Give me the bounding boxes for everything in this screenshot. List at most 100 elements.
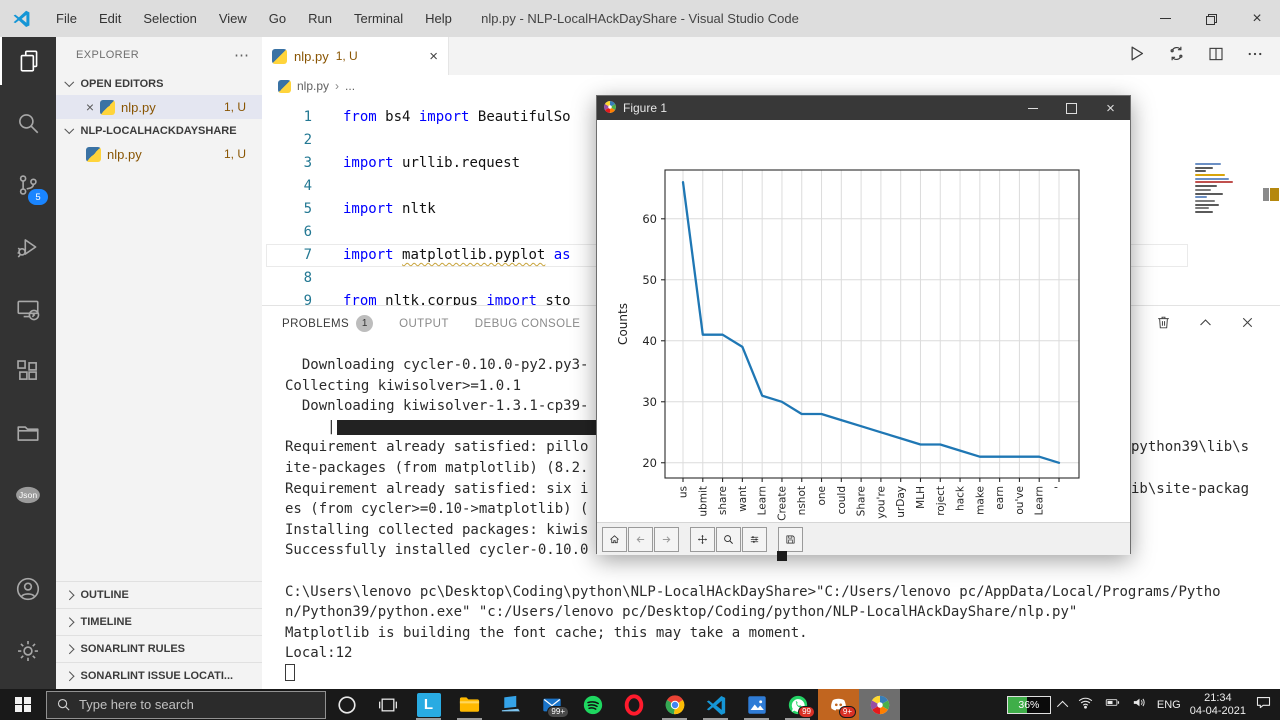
section-sonarlint-rules[interactable]: SONARLINT RULES	[56, 635, 262, 662]
panel-tab-problems[interactable]: PROBLEMS 1	[282, 315, 374, 332]
close-panel-icon[interactable]	[1239, 314, 1256, 334]
battery-widget[interactable]: 36%	[1006, 695, 1051, 714]
minimap-line	[1195, 185, 1217, 188]
taskbar-opera-icon[interactable]	[613, 689, 654, 720]
configure-subplots-button[interactable]	[742, 526, 767, 552]
terminal-row	[285, 561, 1280, 582]
menu-run[interactable]: Run	[308, 11, 332, 26]
tab-nlp-py[interactable]: nlp.py 1, U ×	[262, 37, 449, 75]
pan-icon	[697, 534, 708, 544]
pan-button[interactable]	[690, 526, 715, 552]
running-indicator	[744, 718, 769, 720]
figure-maximize-button[interactable]	[1052, 96, 1091, 120]
figure-minimize-button[interactable]	[1013, 96, 1052, 120]
taskbar-vscode-icon[interactable]	[695, 689, 736, 720]
menu-selection[interactable]: Selection	[143, 11, 197, 26]
section-outline[interactable]: OUTLINE	[56, 581, 262, 608]
home-button[interactable]	[602, 526, 627, 552]
tab-close-icon[interactable]: ×	[429, 47, 438, 65]
close-button[interactable]: ×	[1252, 9, 1262, 27]
zoom-to-rect-button[interactable]	[716, 526, 741, 552]
matplotlib-figure-window[interactable]: Figure 1 × 20 30 40 50 60 us ubmit share want Lea…	[596, 95, 1131, 561]
volume-icon[interactable]	[1131, 694, 1148, 716]
open-editor-item[interactable]: × nlp.py 1, U	[56, 95, 262, 119]
taskbar-task-view-icon[interactable]	[367, 689, 408, 720]
breadcrumb[interactable]: nlp.py › ...	[262, 75, 1280, 97]
maximize-panel-icon[interactable]	[1197, 314, 1214, 334]
search-icon	[57, 698, 70, 711]
trash-icon[interactable]	[1155, 314, 1172, 334]
activity-settings-icon[interactable]	[0, 627, 56, 675]
terminal-row: Installing collected packages: kiwis	[285, 521, 589, 538]
taskbar-laptop-app-icon[interactable]	[490, 689, 531, 720]
section-label: TIMELINE	[80, 616, 132, 628]
menu-bar: File Edit Selection View Go Run Terminal Help	[45, 0, 463, 37]
activity-json-icon[interactable]: Json	[0, 471, 56, 519]
taskbar-spotify-icon[interactable]	[572, 689, 613, 720]
activity-run-debug-icon[interactable]	[0, 223, 56, 271]
minimap[interactable]	[1195, 163, 1237, 215]
panel-tab-label: PROBLEMS	[282, 317, 350, 330]
menu-file[interactable]: File	[56, 11, 77, 26]
taskbar-cortana-icon[interactable]	[326, 689, 367, 720]
svg-text:Share: Share	[856, 486, 868, 516]
more-actions-icon[interactable]: ⋯	[234, 46, 250, 64]
split-editor-icon[interactable]	[1207, 45, 1225, 68]
menu-terminal[interactable]: Terminal	[354, 11, 404, 26]
taskbar-file-explorer-icon[interactable]	[449, 689, 490, 720]
panel-tab-debug-console[interactable]: DEBUG CONSOLE	[475, 318, 581, 330]
open-editors-section[interactable]: OPEN EDITORS	[56, 72, 262, 95]
taskbar-clock[interactable]: 21:34 04-04-2021	[1190, 692, 1246, 718]
project-section[interactable]: NLP-LOCALHACKDAYSHARE	[56, 119, 262, 142]
run-button[interactable]	[1127, 44, 1146, 68]
save-button[interactable]	[778, 526, 803, 552]
activity-extensions-icon[interactable]	[0, 347, 56, 395]
action-center-icon[interactable]	[1255, 694, 1272, 716]
battery-icon[interactable]	[1103, 695, 1122, 715]
back-button[interactable]	[628, 526, 653, 552]
project-file-item[interactable]: nlp.py 1, U	[56, 142, 262, 166]
language-indicator[interactable]: ENG	[1156, 698, 1181, 711]
section-timeline[interactable]: TIMELINE	[56, 608, 262, 635]
svg-text:urDay: urDay	[895, 486, 907, 518]
taskbar-chrome-icon[interactable]	[654, 689, 695, 720]
taskbar-photos-icon[interactable]	[736, 689, 777, 720]
activity-bar: 5 Json	[0, 37, 56, 689]
menu-view[interactable]: View	[218, 11, 247, 26]
activity-search-icon[interactable]	[0, 99, 56, 147]
menu-go[interactable]: Go	[268, 11, 287, 26]
taskbar-discord-icon[interactable]: 9+	[818, 689, 859, 720]
section-sonarlint-issue-locati-[interactable]: SONARLINT ISSUE LOCATI...	[56, 662, 262, 689]
resize-grip[interactable]	[777, 551, 787, 561]
activity-explorer-icon[interactable]	[0, 37, 56, 85]
activity-account-icon[interactable]	[0, 565, 56, 613]
taskbar-l-app-icon[interactable]: L	[408, 689, 449, 720]
taskbar-search-input[interactable]: Type here to search	[46, 690, 326, 719]
open-changes-icon[interactable]	[1167, 44, 1186, 68]
taskbar-whatsapp-icon[interactable]: 99	[777, 689, 818, 720]
figure-canvas[interactable]: 20 30 40 50 60 us ubmit share want Learn Create nsh…	[597, 120, 1130, 522]
panel-tab-output[interactable]: OUTPUT	[399, 318, 449, 330]
svg-text:Learn: Learn	[757, 486, 769, 515]
activity-remote-explorer-icon[interactable]	[0, 285, 56, 333]
activity-source-control-icon[interactable]: 5	[0, 161, 56, 209]
more-actions-icon[interactable]	[1246, 45, 1264, 68]
terminal-output[interactable]: Downloading cycler-0.10.0-py2.py3- Collec…	[285, 355, 1280, 685]
activity-folders-icon[interactable]	[0, 409, 56, 457]
minimize-button[interactable]	[1142, 0, 1188, 37]
restore-button[interactable]	[1188, 0, 1234, 37]
forward-button[interactable]	[654, 526, 679, 552]
menu-edit[interactable]: Edit	[98, 11, 122, 26]
close-file-icon[interactable]: ×	[85, 99, 95, 115]
tray-expand-icon[interactable]	[1056, 700, 1069, 712]
terminal-row: Downloading kiwisolver-1.3.1-cp39-	[285, 398, 589, 415]
taskbar-matplotlib-figure-icon[interactable]	[859, 689, 900, 720]
menu-help[interactable]: Help	[425, 11, 452, 26]
taskbar-mail-icon[interactable]: 99+	[531, 689, 572, 720]
wifi-icon[interactable]	[1077, 694, 1094, 716]
figure-titlebar[interactable]: Figure 1 ×	[597, 96, 1130, 120]
figure-close-button[interactable]: ×	[1106, 99, 1115, 117]
start-button[interactable]	[0, 689, 46, 720]
minimap-line	[1195, 181, 1233, 184]
code-line: 8	[262, 267, 1280, 290]
